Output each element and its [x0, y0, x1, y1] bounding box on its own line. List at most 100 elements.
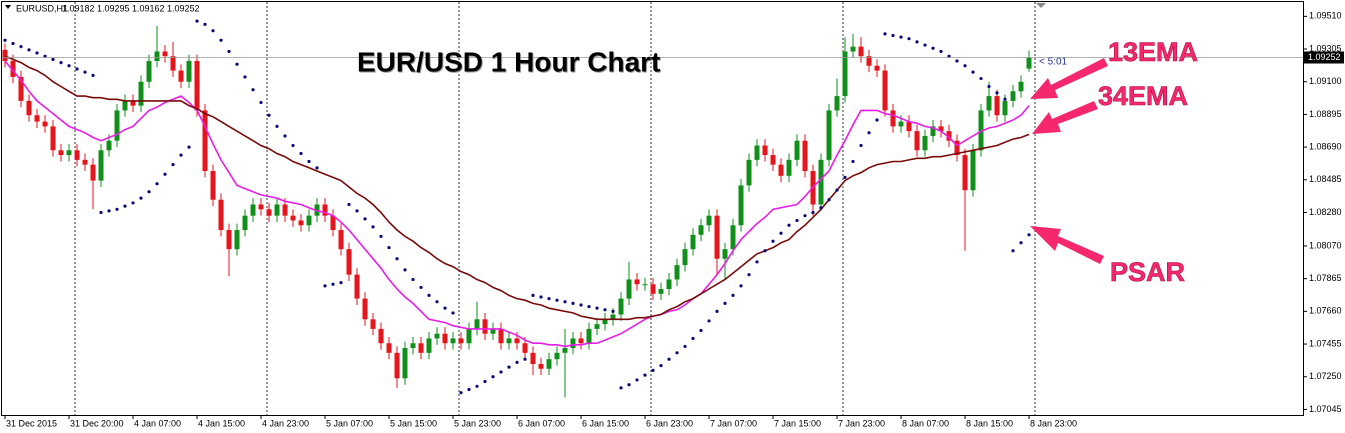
x-tick-label: 7 Jan 07:00 [710, 418, 757, 428]
candle-body [354, 274, 360, 299]
x-tick-label: 31 Dec 2015 [6, 418, 57, 428]
candle-body [370, 319, 376, 329]
ema34-annotation: 34EMA [1098, 81, 1188, 111]
psar-dot [875, 118, 879, 122]
candle-body [330, 215, 336, 231]
candle-body [498, 328, 504, 344]
candle-body [346, 249, 352, 275]
candle-body [850, 46, 856, 52]
candle-body [242, 215, 248, 231]
psar-dot [507, 365, 511, 369]
candle-body [2, 49, 8, 61]
psar-dot [227, 49, 231, 54]
candle-body [290, 215, 296, 221]
psar-dot [395, 257, 399, 261]
psar-dot [939, 49, 943, 54]
candle-body [570, 338, 576, 349]
header-high: 1.09295 [97, 3, 130, 13]
candle-body [706, 215, 712, 226]
candle-body [618, 298, 624, 315]
psar-dot [355, 209, 359, 213]
candle-body [794, 140, 800, 160]
psar-dot [203, 22, 207, 26]
psar-dot [1027, 233, 1031, 237]
candle-body [338, 230, 344, 250]
psar-dot [3, 38, 7, 42]
psar-dot [963, 64, 967, 68]
psar-dot [747, 273, 751, 277]
x-tick-label: 8 Jan 15:00 [966, 418, 1013, 428]
axis-layer: 1.09510 1.09305 1.09100 1.08895 1.08690 1.084… [2, 11, 1344, 428]
candle-body [34, 115, 40, 122]
header-low: 1.09162 [132, 3, 165, 13]
psar-dot [515, 360, 519, 364]
psar-dot [979, 76, 983, 81]
candle-body [930, 126, 936, 136]
psar-dot [779, 231, 783, 235]
indicator-line [4, 60, 1030, 348]
psar-dot [851, 159, 855, 164]
y-tick-label: 1.08485 [1309, 174, 1342, 184]
psar-dot [1003, 97, 1007, 101]
psar-dot [115, 207, 119, 211]
candle-body [858, 46, 864, 57]
psar-dot [363, 217, 367, 221]
psar-dot [27, 48, 31, 52]
psar-dot [803, 214, 807, 218]
psar-dot [131, 201, 135, 205]
psar-dot [795, 218, 799, 223]
candle-body [82, 159, 88, 165]
candle-body [778, 164, 784, 176]
candle-body [66, 150, 72, 156]
psar-dot [403, 268, 407, 272]
x-tick-label: 4 Jan 23:00 [262, 418, 309, 428]
psar-dot [443, 306, 447, 310]
candle-body [386, 343, 392, 353]
psar-dot [419, 285, 423, 290]
y-tick-label: 1.07865 [1309, 273, 1342, 283]
candle-body [90, 164, 96, 181]
candle-body [170, 56, 176, 71]
psar-dot [579, 303, 583, 307]
y-tick-label: 1.07045 [1309, 404, 1342, 414]
psar-dot [571, 301, 575, 305]
psar-dot [307, 159, 311, 164]
psar-dot [883, 32, 887, 36]
psar-dot [451, 311, 455, 315]
candle-body [538, 363, 544, 369]
psar-dot [771, 239, 775, 243]
candle-body [282, 204, 288, 216]
series-layer [3, 19, 1031, 395]
psar-dot [259, 100, 263, 105]
x-tick-label: 5 Jan 07:00 [326, 418, 373, 428]
candle-body [626, 279, 632, 299]
candle-body [434, 333, 440, 339]
psar-annotation: PSAR [1110, 257, 1185, 287]
psar-dot [147, 190, 151, 194]
candle-body [442, 333, 448, 344]
y-tick-label: 1.07660 [1309, 306, 1342, 316]
candle-body [42, 121, 48, 127]
psar-dot [755, 260, 759, 264]
psar-dot [59, 60, 63, 65]
candle-body [658, 289, 664, 294]
psar-dot [411, 277, 415, 282]
candle-body [602, 319, 608, 325]
psar-dot [731, 293, 735, 298]
psar-dot [139, 196, 143, 200]
candle-body [362, 298, 368, 320]
psar-dot [603, 308, 607, 312]
psar-dot [659, 363, 663, 368]
psar-dot [67, 64, 71, 68]
psar-dot [971, 70, 975, 74]
y-tick-label: 1.09510 [1309, 11, 1342, 21]
candle-body [194, 61, 200, 111]
candle-body [674, 265, 680, 280]
psar-dot [459, 391, 463, 395]
current-price-label: 1.09252 [1308, 52, 1341, 62]
psar-dot [435, 300, 439, 304]
x-tick-label: 5 Jan 15:00 [390, 418, 437, 428]
psar-dot [995, 91, 999, 95]
